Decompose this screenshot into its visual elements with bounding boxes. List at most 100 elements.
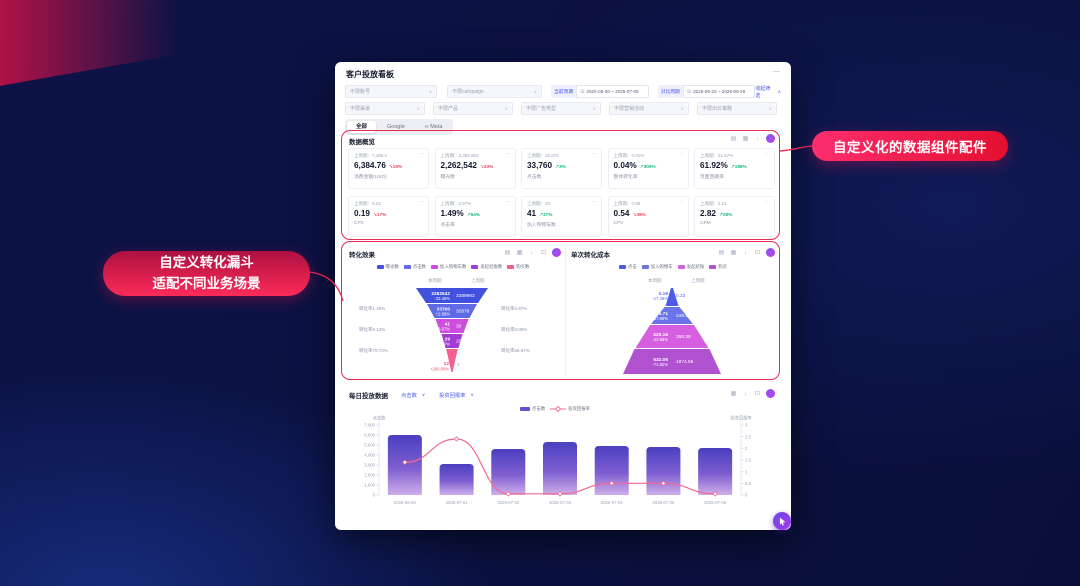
compare-period-input[interactable]: ⊞ 2025-06-23 ~ 2025-06-29: [682, 85, 756, 98]
table-icon[interactable]: ▦: [730, 250, 737, 256]
metric-previous: 上周期：0.97%: [440, 201, 472, 206]
more-icon[interactable]: ⋯: [765, 199, 770, 205]
decorative-red-streak: [0, 0, 338, 96]
metric-previous: 上周期：30: [527, 201, 551, 206]
legend-item[interactable]: 曝光数: [376, 264, 399, 270]
filter-select[interactable]: 不限营销活动 ∨: [609, 102, 689, 115]
metric-label: CPC: [354, 220, 365, 226]
legend-label: 购买数: [516, 264, 530, 269]
more-icon[interactable]: ⋯: [419, 199, 424, 205]
ai-assistant-button[interactable]: ∙: [766, 134, 775, 143]
legend-item[interactable]: 购买数: [507, 264, 529, 270]
compare-period-range: 2025-06-23 ~ 2025-06-29: [693, 89, 746, 94]
daily-metric2-selector[interactable]: 投资回报率 ∨: [439, 391, 474, 399]
more-icon[interactable]: ⋯: [592, 199, 597, 205]
tab-label: Google: [387, 124, 405, 130]
more-icon[interactable]: ⋯: [678, 199, 684, 205]
copy-icon[interactable]: ⊡: [754, 250, 761, 256]
table-icon[interactable]: ▦: [516, 250, 523, 256]
filter-select[interactable]: 不限产品 ∨: [433, 102, 513, 115]
metric-value-row: 61.92% ↗186%: [700, 161, 769, 170]
legend-item-bar[interactable]: 点击数: [519, 406, 546, 412]
metric-change: ↗3%: [555, 164, 566, 169]
metric-value-row: 0.54 ↘38%: [614, 209, 683, 218]
tab-label: Meta: [430, 124, 443, 130]
list-icon[interactable]: ▤: [718, 250, 725, 256]
metric-card: 上周期：0.97% ⋯ 1.49% ↗54% 点击率: [434, 196, 516, 237]
filter-select[interactable]: 不限渠道 ∨: [345, 102, 425, 115]
metric-change: ↗37%: [539, 212, 553, 217]
more-icon[interactable]: ⋯: [419, 151, 424, 157]
tab-Google[interactable]: Google: [378, 121, 414, 133]
download-icon[interactable]: ↓: [744, 249, 747, 256]
svg-text:-37.69%: -37.69%: [652, 316, 668, 321]
filter-select[interactable]: 不限campaign ∨: [447, 85, 542, 98]
copy-icon[interactable]: ⊡: [754, 391, 761, 397]
chevron-up-icon: ∧: [777, 88, 782, 94]
filter-select[interactable]: 不限出价策略 ∨: [697, 102, 777, 115]
metric-previous: 上周期：0.88: [613, 201, 641, 206]
download-icon[interactable]: ↓: [756, 135, 759, 142]
current-period-input[interactable]: ⊞ 2025-06-30 ~ 2025-07-06: [576, 85, 649, 98]
legend-label: 点击: [627, 264, 637, 269]
svg-text:-33.46%: -33.46%: [434, 296, 450, 301]
legend-item[interactable]: 点击: [618, 264, 637, 270]
svg-text:155.71: 155.71: [653, 311, 668, 317]
tab-label: 全部: [356, 124, 368, 130]
svg-text:1,000: 1,000: [364, 483, 375, 488]
tab-全部[interactable]: 全部: [347, 121, 377, 133]
legend-item[interactable]: 点击数: [403, 264, 426, 270]
filter-select[interactable]: 不限广告类型 ∨: [521, 102, 601, 115]
legend-item[interactable]: 加入购物车: [641, 264, 673, 270]
more-icon[interactable]: ⋯: [678, 151, 684, 157]
more-icon[interactable]: ⋯: [592, 151, 597, 157]
more-icon[interactable]: ⋯: [505, 199, 511, 205]
list-icon[interactable]: ▤: [504, 250, 511, 256]
legend-label: 发起结账: [686, 264, 705, 269]
table-icon[interactable]: ▦: [742, 136, 749, 142]
filter-select-label: 不限campaign: [452, 89, 484, 95]
metric-label: 整体转化率: [613, 174, 638, 180]
collapse-filters-link[interactable]: 收起筛选 ∧: [755, 85, 781, 99]
metric-change: ↘38%: [632, 212, 646, 217]
legend-item[interactable]: 购买: [709, 264, 727, 270]
legend-swatch: [519, 407, 530, 411]
metric-card: 上周期：0.88 ⋯ 0.54 ↘38% CPV: [607, 196, 689, 237]
metric-card: 上周期：3,389,963 ⋯ 2,262,542 ↘33% 曝光数: [434, 148, 516, 189]
svg-text:33760: 33760: [437, 307, 451, 313]
svg-text:3,000: 3,000: [364, 463, 375, 468]
list-icon[interactable]: ▤: [730, 136, 737, 142]
floating-assistant-button[interactable]: [773, 512, 791, 530]
download-icon[interactable]: ↓: [744, 390, 747, 397]
ai-assistant-button[interactable]: ∙: [766, 248, 775, 257]
download-icon[interactable]: ↓: [530, 249, 533, 256]
ai-assistant-button[interactable]: ∙: [766, 389, 775, 398]
tab-Meta[interactable]: ∞ Meta: [416, 121, 452, 133]
copy-icon[interactable]: ⊡: [540, 250, 547, 256]
ai-assistant-button[interactable]: ∙: [552, 248, 561, 257]
cost-legend: 点击 加入购物车 发起结账 购买: [618, 264, 728, 270]
more-icon[interactable]: ⋯: [765, 151, 770, 157]
legend-label: 点击数: [412, 264, 426, 269]
legend-item[interactable]: 发起结账: [677, 264, 705, 270]
ai-icon: ∙: [769, 135, 772, 142]
daily-metric1-selector[interactable]: 点击数 ∨: [401, 391, 425, 399]
metric-label: 点击率: [440, 222, 455, 228]
legend-item[interactable]: 发起结账数: [471, 264, 502, 270]
legend-item[interactable]: 加入购物车数: [430, 264, 466, 270]
conversion-rate-label: 转化率1.49%: [359, 306, 386, 311]
legend-label: 点击数: [531, 406, 546, 411]
svg-text:2025-06-30: 2025-06-30: [394, 500, 417, 505]
filter-select[interactable]: 不限账号 ∨: [345, 85, 437, 98]
annotation-left: 自定义转化漏斗 适配不同业务场景: [103, 251, 310, 296]
more-icon[interactable]: ⋯: [505, 151, 511, 157]
metric-change: ↘17%: [372, 212, 387, 217]
svg-text:点击数: 点击数: [373, 415, 387, 422]
legend-swatch: [709, 265, 717, 269]
minimize-icon[interactable]: —: [773, 68, 780, 75]
daily-metric1-label: 点击数: [401, 393, 417, 399]
table-icon[interactable]: ▦: [730, 391, 737, 397]
metric-label: 消费金额(USD): [354, 174, 387, 180]
legend-item-line[interactable]: 投资回报率: [550, 405, 590, 413]
svg-text:0.19: 0.19: [659, 291, 669, 297]
